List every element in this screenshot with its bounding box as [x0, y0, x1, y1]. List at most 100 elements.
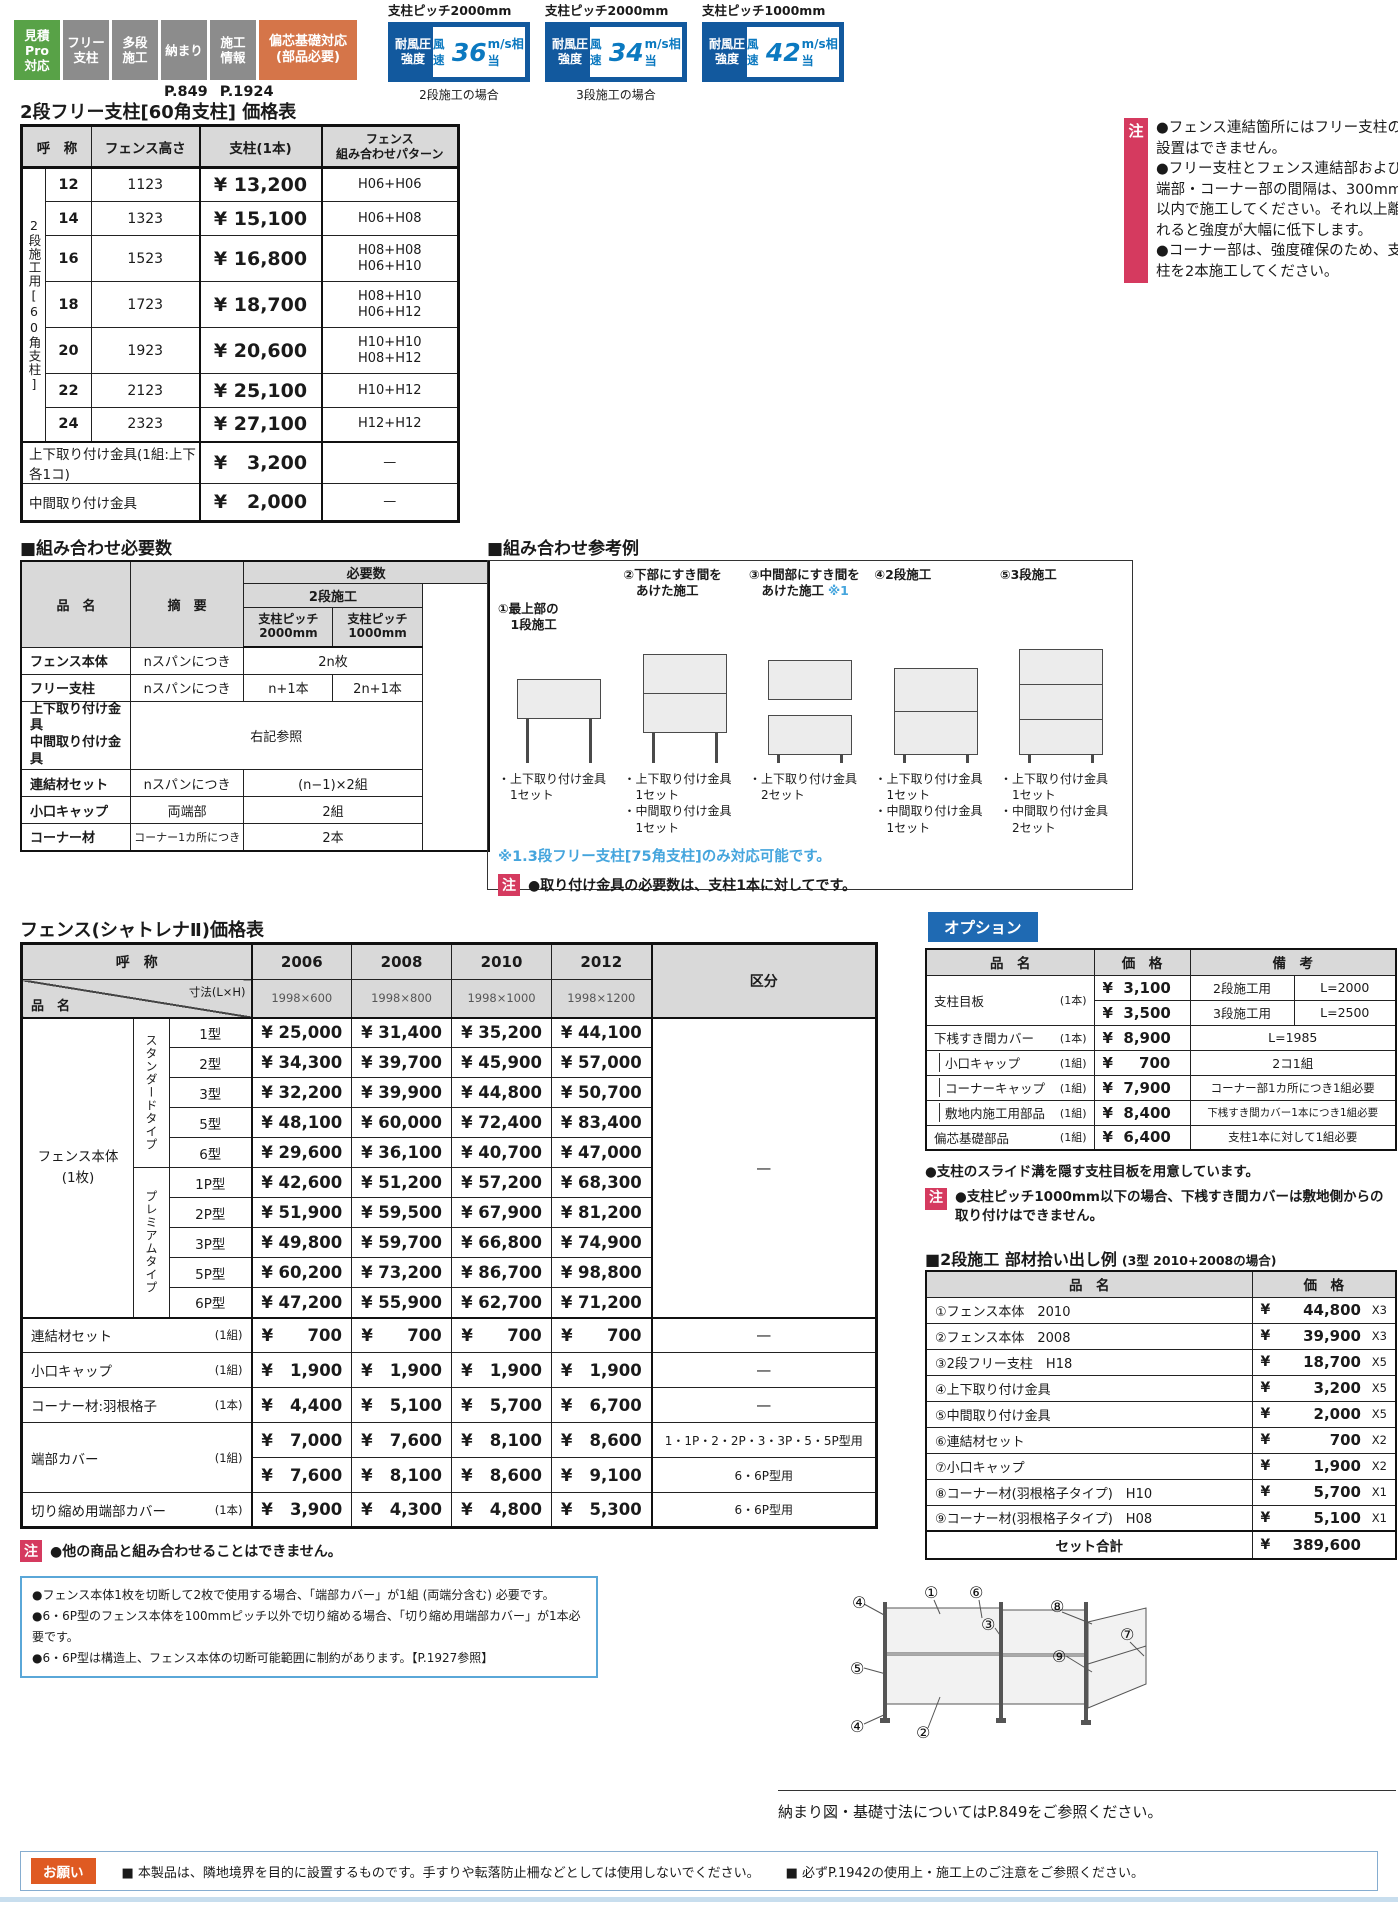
fence-note-text: ●他の商品と組み合わせることはできません。	[50, 1544, 342, 1560]
cutting-notes-box: ●フェンス本体1枚を切断して2枚で使用する場合、「端部カバー」が1組 (両端分含…	[20, 1576, 598, 1678]
wind-prefix: 風速	[747, 37, 759, 67]
qty-empty-col	[421, 582, 490, 852]
qty-h-qty: 必要数	[243, 560, 490, 584]
wind-prefix: 風速	[590, 37, 602, 67]
page-bottom-rule	[0, 1897, 1398, 1902]
fence-note: 注 ●他の商品と組み合わせることはできません。	[20, 1540, 342, 1562]
example-notes: ・上下取り付け金具 2セット	[749, 772, 858, 803]
example-label: ①最上部の 1段施工	[498, 601, 559, 633]
example-1: ①最上部の 1段施工 ・上下取り付け金具 1セット	[498, 567, 620, 843]
example-label: ②下部にすき間を あけた施工	[623, 567, 722, 599]
diagram-number: ⑦	[1120, 1625, 1134, 1644]
options-note1: ●支柱のスライド溝を隠す支柱目板を用意しています。	[925, 1164, 1260, 1180]
opt-h-price: 価 格	[1093, 948, 1191, 976]
wind-strength-label: 耐風圧 強度	[708, 37, 745, 66]
parts-diagram: ④ ① ⑥ ⑧ ③ ⑦ ⑤ ⑨ ④ ②	[850, 1583, 1147, 1742]
wind-badge-body: 耐風圧 強度 風速 34 m/s相当	[545, 22, 687, 82]
fence-h-kubun: 区分	[650, 943, 878, 1018]
qty-h-2dan: 2段施工	[243, 582, 423, 608]
qty-h-name: 品 名	[20, 560, 131, 648]
fence-h-call: 呼 称	[20, 943, 253, 980]
pitch-label: 支柱ピッチ1000mm	[702, 3, 826, 18]
fence-diagram-5	[1019, 623, 1103, 763]
col-header-price: 支柱(1本)	[198, 125, 322, 169]
fence-price-table: 呼 称 2006 2008 2010 2012 区分 品 名 寸法(L×H) 1…	[20, 942, 879, 1529]
wind-value: 34	[608, 37, 644, 67]
top-note-panel: 注 ●フェンス連結箇所にはフリー支柱の設置はできません。 ●フリー支柱とフェンス…	[1124, 118, 1398, 283]
diagram-number: ③	[981, 1615, 995, 1634]
example-5: ⑤3段施工 ・上下取り付け金具 1セット ・中間取り付け金具 2セット	[1000, 567, 1122, 843]
wind-unit: m/s相当	[487, 37, 524, 68]
fence-diagram-2	[642, 623, 727, 763]
onegai-tag: お願い	[31, 1858, 96, 1884]
post-price-table: 呼 称 フェンス高さ 支柱(1本) フェンス 組み合わせパターン 2段施工用[6…	[20, 124, 460, 523]
example-label: ⑤3段施工	[1000, 567, 1057, 582]
note-item: ●コーナー部は、強度確保のため、支柱を2本施工してください。	[1156, 243, 1398, 281]
qty-table: 品 名 摘 要 必要数 2段施工 支柱ピッチ 2000mm 支柱ピッチ 1000…	[20, 560, 490, 852]
wind-value: 42	[765, 37, 801, 67]
qty-table-title: ■組み合わせ必要数	[20, 539, 173, 559]
wind-badge-3: 支柱ピッチ1000mm 耐風圧 強度 風速 42 m/s相当	[702, 0, 844, 82]
bottom-reference-note: 納まり図・基礎寸法についてはP.849をご参照ください。	[778, 1790, 1396, 1822]
diagram-number: ②	[916, 1723, 930, 1742]
col-header-name: 呼 称	[21, 125, 92, 169]
wind-badge-body: 耐風圧 強度 風速 36 m/s相当	[388, 22, 530, 82]
wind-strength-label: 耐風圧 強度	[394, 37, 431, 66]
footer-bar: お願い ■ 本製品は、隣地境界を目的に設置するものです。手すりや転落防止柵などと…	[20, 1851, 1378, 1891]
page-ref-849: P.849	[164, 84, 208, 100]
post-price-title: 2段フリー支柱[60角支柱] 価格表	[20, 102, 297, 123]
pickup-h-name: 品 名	[925, 1270, 1253, 1298]
fence-h-diagonal: 品 名 寸法(L×H)	[20, 979, 253, 1018]
badge-multi-stage: 多段 施工	[112, 20, 158, 80]
wind-value: 36	[451, 37, 487, 67]
options-note2: 注 ●支柱ピッチ1000mm以下の場合、下桟すき間カバーは敷地側からの取り付けは…	[925, 1188, 1395, 1226]
diagram-number: ①	[924, 1583, 938, 1602]
fence-h-name: 品 名	[31, 998, 71, 1014]
type-premium: プレミアムタイプ	[133, 1167, 170, 1318]
options-note2-text: ●支柱ピッチ1000mm以下の場合、下桟すき間カバーは敷地側からの取り付けはでき…	[955, 1189, 1384, 1224]
pickup-subtitle: (3型 2010+2008の場合)	[1121, 1253, 1277, 1268]
page-refs: P.849 P.1924	[164, 84, 274, 100]
examples-title: ■組み合わせ参考例	[487, 539, 640, 559]
pickup-total-label: セット合計	[925, 1530, 1253, 1560]
example-3: ③中間部にすき間を あけた施工 ※1 ・上下取り付け金具 2セット	[749, 567, 871, 843]
diagram-number: ⑤	[850, 1659, 864, 1678]
feature-badges: 見積Pro 対応 フリー 支柱 多段 施工 納まり 施工 情報 偏芯基礎対応 (…	[14, 20, 357, 80]
diagram-number: ⑧	[1050, 1597, 1064, 1616]
col-header-height: フェンス高さ	[91, 125, 200, 169]
example-notes: ・上下取り付け金具 1セット ・中間取り付け金具 1セット	[623, 772, 732, 835]
opt-h-rem: 備 考	[1189, 948, 1397, 976]
note-item: ●フリー支柱とフェンス連結部および端部・コーナー部の間隔は、300mm以内で施工…	[1156, 161, 1398, 239]
wind-prefix: 風速	[433, 37, 445, 67]
col-header-pattern: フェンス 組み合わせパターン	[320, 125, 459, 169]
wind-caption: 2段施工の場合	[419, 88, 499, 102]
examples-box: ①最上部の 1段施工 ・上下取り付け金具 1セット ②下部にすき間を あけた施工…	[487, 560, 1133, 896]
badge-osamari: 納まり	[161, 20, 207, 80]
diagram-number: ④	[852, 1593, 866, 1612]
fence-h-dim: 寸法(L×H)	[188, 985, 246, 999]
example-notes: ・上下取り付け金具 1セット ・中間取り付け金具 1セット	[874, 772, 983, 835]
type-standard: スタンダードタイプ	[133, 1017, 170, 1168]
cut-note: ●6・6P型は構造上、フェンス本体の切断可能範囲に制約があります。【P.1927…	[32, 1651, 494, 1665]
badge-mitsumori-pro: 見積Pro 対応	[14, 20, 60, 80]
example-label: ④2段施工	[874, 567, 932, 582]
wind-badge-1: 支柱ピッチ2000mm 耐風圧 強度 風速 36 m/s相当 2段施工の場合	[388, 0, 530, 103]
footer-text-2: ■ 必ずP.1942の使用上・施工上のご注意をご参照ください。	[785, 1865, 1145, 1881]
cut-note: ●フェンス本体1枚を切断して2枚で使用する場合、「端部カバー」が1組 (両端分含…	[32, 1588, 555, 1602]
qty-h-desc: 摘 要	[129, 560, 245, 648]
example-notes: ・上下取り付け金具 1セット ・中間取り付け金具 2セット	[1000, 772, 1109, 835]
qty-h-p2000: 支柱ピッチ 2000mm	[243, 606, 334, 648]
examples-note: ●取り付け金具の必要数は、支柱1本に対してです。	[528, 878, 857, 894]
note-tab: 注	[925, 1188, 947, 1210]
side-label: 2段施工用[60角支柱]	[21, 167, 46, 442]
wind-unit: m/s相当	[801, 37, 838, 68]
page-ref-1924: P.1924	[219, 84, 274, 100]
pickup-title: ■2段施工 部材拾い出し例	[925, 1250, 1117, 1269]
badge-sekou-info: 施工 情報	[210, 20, 256, 80]
badge-free-post: フリー 支柱	[63, 20, 109, 80]
options-tag: オプション	[928, 912, 1038, 942]
note-tab: 注	[498, 874, 520, 896]
pickup-table: 品 名価 格 ①フェンス本体 2010 ¥44,800 X3 ②フェンス本体 200…	[925, 1270, 1397, 1560]
diagram-number: ⑨	[1052, 1647, 1066, 1666]
